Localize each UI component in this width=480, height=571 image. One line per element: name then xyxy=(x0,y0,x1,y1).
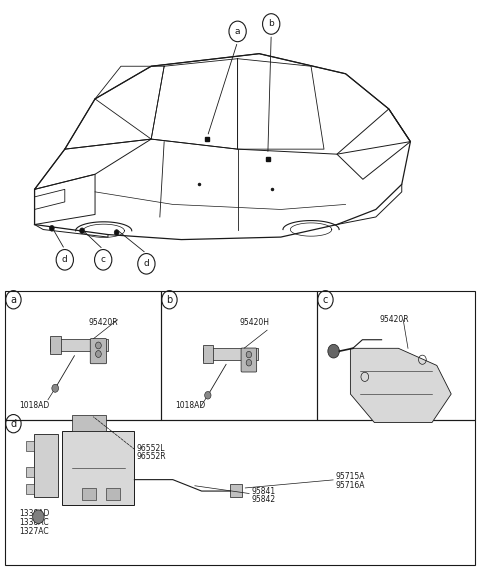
Text: 1018AD: 1018AD xyxy=(19,401,49,410)
Bar xyxy=(34,434,58,497)
Text: d: d xyxy=(11,419,16,429)
Text: b: b xyxy=(166,295,173,305)
Text: d: d xyxy=(144,259,149,268)
Text: 95420R: 95420R xyxy=(89,318,119,327)
Bar xyxy=(26,441,34,451)
FancyBboxPatch shape xyxy=(241,348,257,372)
Text: c: c xyxy=(101,255,106,264)
Text: d: d xyxy=(62,255,68,264)
Bar xyxy=(62,431,134,505)
Text: 95420R: 95420R xyxy=(379,315,409,324)
Bar xyxy=(72,415,106,431)
Circle shape xyxy=(52,384,59,392)
Circle shape xyxy=(246,360,252,366)
Text: 95842: 95842 xyxy=(252,495,276,504)
Circle shape xyxy=(246,351,252,358)
Circle shape xyxy=(96,351,101,357)
Circle shape xyxy=(80,228,84,234)
Bar xyxy=(230,484,242,497)
Circle shape xyxy=(96,342,101,349)
Text: 96552R: 96552R xyxy=(137,452,167,461)
Text: 1018AD: 1018AD xyxy=(175,401,205,410)
Text: 96552L: 96552L xyxy=(137,444,165,453)
Bar xyxy=(5,291,161,420)
Text: 95420H: 95420H xyxy=(240,318,270,327)
Circle shape xyxy=(114,230,119,235)
Bar xyxy=(26,484,34,494)
Bar xyxy=(161,291,317,420)
Text: 1338AD: 1338AD xyxy=(19,509,49,518)
Bar xyxy=(204,348,258,360)
Circle shape xyxy=(204,392,211,399)
Bar xyxy=(317,291,475,420)
Bar xyxy=(204,345,213,363)
Bar xyxy=(50,339,108,351)
Bar xyxy=(50,336,61,354)
Text: a: a xyxy=(235,27,240,36)
Bar xyxy=(26,467,34,477)
Bar xyxy=(5,420,475,565)
Circle shape xyxy=(49,226,54,231)
FancyBboxPatch shape xyxy=(90,339,107,364)
Text: 95716A: 95716A xyxy=(336,481,365,490)
Text: c: c xyxy=(323,295,328,305)
Text: 95715A: 95715A xyxy=(336,472,365,481)
Polygon shape xyxy=(350,348,451,423)
Bar xyxy=(106,488,120,500)
Text: 95841: 95841 xyxy=(252,486,276,496)
Bar xyxy=(82,488,96,500)
Text: 1327AC: 1327AC xyxy=(19,526,49,536)
Text: 1338AC: 1338AC xyxy=(19,518,49,527)
Circle shape xyxy=(328,344,339,358)
Circle shape xyxy=(33,510,44,524)
Text: b: b xyxy=(268,19,274,29)
Text: a: a xyxy=(11,295,16,305)
